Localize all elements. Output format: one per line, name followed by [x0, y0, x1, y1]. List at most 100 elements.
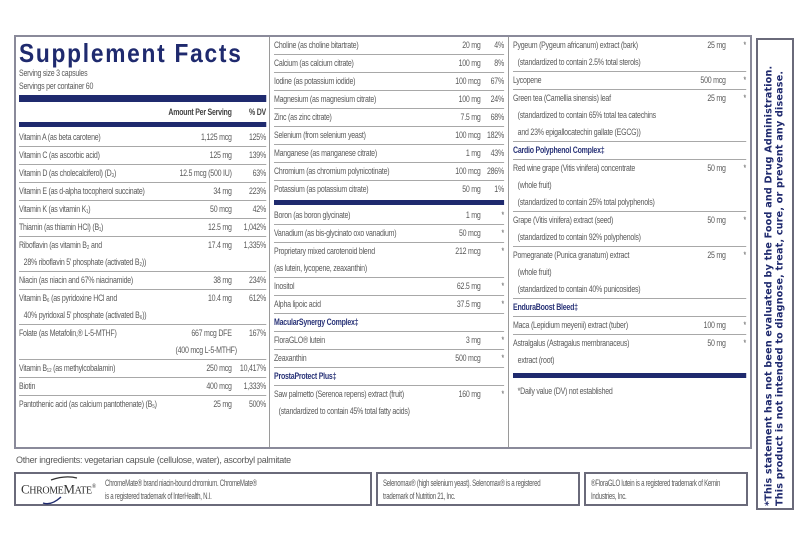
amount-cell: 12.5 mg — [176, 219, 232, 236]
amount-cell: 250 mcg — [176, 360, 232, 377]
nutrient-cell: Biotin — [19, 378, 176, 395]
amount: 100 mcg — [455, 166, 481, 176]
nutrient-cell: Folate (as Metafolin,® L-5-MTHF) — [19, 325, 176, 359]
dv-percent: * — [501, 389, 504, 399]
nutrient-row: Biotin 400 mcg 1,333% — [19, 378, 266, 396]
amount: 25 mg — [213, 399, 232, 409]
nutrient-row: Vitamin C (as ascorbic acid) 125 mg 139% — [19, 147, 266, 165]
amount-cell: 20 mg — [438, 37, 481, 54]
amount-detail: (400 mcg L-5-MTHF) — [175, 345, 238, 355]
dv-percent: 10,417% — [239, 363, 266, 373]
nutrient-row: Boron (as boron glycinate) 1 mg * — [274, 207, 504, 225]
amount-cell: 1 mg — [438, 145, 481, 162]
nutrient-name: Vitamin E (as d-alpha tocopherol succina… — [19, 186, 145, 196]
dv-percent: * — [743, 40, 746, 50]
amount-cell: 25 mg — [683, 90, 726, 141]
dv-percent: * — [743, 75, 746, 85]
nutrient-row: Magnesium (as magnesium citrate) 100 mg 24… — [274, 91, 504, 109]
nutrient-detail: 40% pyridoxal 5' phosphate (activated B₆… — [23, 310, 147, 320]
nutrient-cell: Alpha lipoic acid — [274, 296, 438, 313]
amount-cell: 100 mcg — [438, 163, 481, 180]
nutrient-cell: Pygeum (Pygeum africanum) extract (bark)… — [513, 37, 683, 71]
nutrient-name: Magnesium (as magnesium citrate) — [274, 94, 377, 104]
amount-cell: 125 mg — [176, 147, 232, 164]
nutrient-cell: Grape (Vitis vinifera) extract (seed) (st… — [513, 212, 683, 246]
nutrient-row: Vitamin B₁₂ (as methylcobalamin) 250 mcg 1… — [19, 360, 266, 378]
nutrient-row: Thiamin (as thiamin HCl) (B₁) 12.5 mg 1,04… — [19, 219, 266, 237]
amount: 1,125 mcg — [200, 132, 232, 142]
chromemate-logo: CHROMEMATE® — [21, 476, 105, 505]
amount: 12.5 mcg (500 IU) — [179, 168, 232, 178]
selenomax-trademark-box: Selenomax® (high selenium yeast). Seleno… — [376, 472, 580, 506]
dv-percent: * — [743, 215, 746, 225]
nutrient-name: Saw palmetto (Serenoa repens) extract (f… — [274, 389, 404, 399]
nutrient-cell: Green tea (Camellia sinensis) leaf (stand… — [513, 90, 683, 141]
nutrient-cell: Red wine grape (Vitis vinifera) concentr… — [513, 160, 683, 211]
amount-cell: 50 mg — [438, 181, 481, 198]
blend-name: MacularSynergy Complex‡ — [274, 317, 359, 327]
nutrient-cell: Boron (as boron glycinate) — [274, 207, 438, 224]
nutrient-row: Potassium (as potassium citrate) 50 mg 1% — [274, 181, 504, 198]
nutrient-cell: Niacin (as niacin and 67% niacinamide) — [19, 272, 176, 289]
dv-percent: * — [743, 338, 746, 348]
nutrient-detail: (standardized to contain 92% polyphenols… — [517, 232, 641, 242]
dv-percent: 1,335% — [243, 240, 267, 250]
nutrient-cell: Riboflavin (as vitamin B₂ and 28% ribofla… — [19, 237, 176, 271]
amount: 100 mg — [458, 94, 481, 104]
amount: 20 mg — [462, 40, 481, 50]
swoosh-icon — [42, 476, 78, 505]
nutrient-row: Vitamin D (as cholecalciferol) (D₃) 12.5 … — [19, 165, 266, 183]
divider-bar — [19, 95, 266, 102]
amount: 50 mcg — [458, 228, 481, 238]
nutrient-name: Potassium (as potassium citrate) — [274, 184, 369, 194]
amount: 100 mg — [458, 58, 481, 68]
selenomax-text-1: Selenomax® (high selenium yeast). Seleno… — [383, 478, 541, 488]
nutrient-row: Saw palmetto (Serenoa repens) extract (f… — [274, 386, 504, 420]
nutrient-detail: and 23% epigallocatechin gallate (EGCG)) — [517, 127, 641, 137]
amount-cell: 10.4 mg — [176, 290, 232, 324]
nutrient-name: Zeaxanthin — [274, 353, 307, 363]
amount-cell: 500 mcg — [438, 350, 481, 367]
amount-cell: 1,125 mcg — [176, 129, 232, 146]
nutrient-row: Vitamin E (as d-alpha tocopherol succina… — [19, 183, 266, 201]
amount-cell: 50 mg — [683, 335, 726, 369]
amount: 160 mg — [458, 389, 481, 399]
nutrient-name: Grape (Vitis vinifera) extract (seed) — [513, 215, 614, 225]
amount: 50 mg — [707, 163, 726, 173]
amount: 100 mg — [703, 320, 726, 330]
nutrient-name: Riboflavin (as vitamin B₂ and — [19, 240, 102, 250]
amount-cell: 37.5 mg — [438, 296, 481, 313]
nutrient-name: Niacin (as niacin and 67% niacinamide) — [19, 275, 134, 285]
nutrient-name: Chromium (as chromium polynicotinate) — [274, 166, 390, 176]
nutrient-row: Proprietary mixed carotenoid blend (as lu… — [274, 243, 504, 278]
nutrient-row: Astralgalus (Astragalus membranaceus) ext… — [513, 335, 746, 369]
fda-disclaimer: *This statement has not been evaluated b… — [763, 65, 786, 506]
nutrient-cell: Vitamin K (as vitamin K₁) — [19, 201, 176, 218]
amount-cell: 12.5 mcg (500 IU) — [176, 165, 232, 182]
dv-percent: 1,042% — [243, 222, 267, 232]
nutrient-cell: ProstaProtect Plus‡ — [274, 368, 504, 385]
amount: 1 mg — [465, 148, 481, 158]
amount: 50 mg — [462, 184, 481, 194]
blend-name: Cardio Polyphenol Complex‡ — [513, 145, 605, 155]
nutrient-name: Pomegranate (Punica granatum) extract — [513, 250, 630, 260]
divider-bar — [513, 373, 746, 378]
nutrient-row: Zeaxanthin 500 mcg * — [274, 350, 504, 368]
nutrient-cell: Vitamin E (as d-alpha tocopherol succina… — [19, 183, 176, 200]
nutrient-cell: Zinc (as zinc citrate) — [274, 109, 438, 126]
supplement-facts-panel: Supplement Facts Serving size 3 capsules… — [14, 35, 752, 449]
dv-percent: * — [501, 353, 504, 363]
amount-cell: 25 mg — [176, 396, 232, 413]
dv-percent: 223% — [248, 186, 266, 196]
amount: 500 mcg — [455, 353, 481, 363]
amount: 25 mg — [707, 250, 726, 260]
nutrient-name: Green tea (Camellia sinensis) leaf — [513, 93, 611, 103]
dv-percent: * — [501, 281, 504, 291]
nutrient-name: Thiamin (as thiamin HCl) (B₁) — [19, 222, 104, 232]
dv-percent: 24% — [490, 94, 505, 104]
nutrient-row: FloraGLO® lutein 3 mg * — [274, 332, 504, 350]
column-3: Pygeum (Pygeum africanum) extract (bark)… — [509, 37, 750, 447]
amount-header: Amount Per Serving — [168, 107, 232, 117]
amount-cell: 500 mcg — [683, 72, 726, 89]
dv-percent: 612% — [248, 293, 266, 303]
